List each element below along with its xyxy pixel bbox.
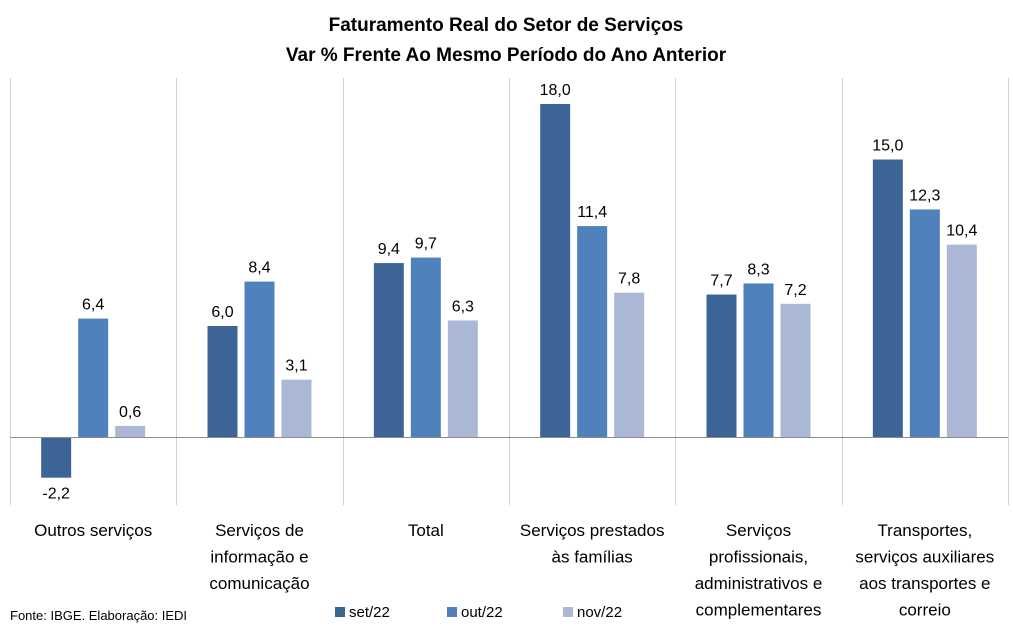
bar-out-22 xyxy=(743,283,774,437)
chart-title: Faturamento Real do Setor de Serviços xyxy=(329,15,684,36)
legend-swatch xyxy=(563,607,573,617)
bar-out-22 xyxy=(909,209,940,437)
category-label: Transportes, serviços auxiliares aos trans… xyxy=(855,521,994,620)
bar-set-22 xyxy=(207,326,238,437)
data-label: 11,4 xyxy=(577,204,607,221)
bar-set-22 xyxy=(540,104,571,437)
data-label: 7,2 xyxy=(784,282,806,299)
data-label: 10,4 xyxy=(946,223,977,240)
bar-nov-22 xyxy=(447,320,478,437)
data-label: 6,3 xyxy=(452,298,474,315)
legend-label: set/22 xyxy=(349,604,390,621)
data-label: 8,4 xyxy=(248,260,270,277)
data-label: 3,1 xyxy=(285,358,307,375)
bar-set-22 xyxy=(373,263,404,437)
category-labels: Outros serviços Serviços de informação e co… xyxy=(34,521,994,620)
chart-subtitle: Var % Frente Ao Mesmo Período do Ano Ant… xyxy=(286,45,727,66)
bar-nov-22 xyxy=(614,292,645,437)
plot-area: -2,2 6,0 9,4 18,0 7,7 15,0 6,4 8,4 9,7 11,4 8,3 12,… xyxy=(10,78,1009,505)
bar-set-22 xyxy=(41,437,72,478)
category-label: Total xyxy=(408,521,444,540)
data-label: 9,4 xyxy=(378,241,400,258)
legend-swatch xyxy=(335,607,345,617)
category-label: Serviços de informação e comunicação xyxy=(209,521,309,593)
data-label: 6,0 xyxy=(211,304,233,321)
data-label: 9,7 xyxy=(415,236,437,253)
category-label: Serviços prestados às famílias xyxy=(520,521,665,567)
bar-out-22 xyxy=(244,281,275,437)
bar-out-22 xyxy=(577,226,608,437)
bar-set-22 xyxy=(706,294,737,437)
data-label: 8,3 xyxy=(747,261,769,278)
data-label: 15,0 xyxy=(872,138,903,155)
legend-label: nov/22 xyxy=(577,604,622,621)
bar-nov-22 xyxy=(281,379,312,437)
data-label: -2,2 xyxy=(42,486,70,503)
category-label: Outros serviços xyxy=(34,521,152,540)
bar-nov-22 xyxy=(115,425,146,437)
bar-set-22 xyxy=(872,159,903,437)
data-label: 6,4 xyxy=(82,297,104,314)
data-label: 18,0 xyxy=(540,82,571,99)
data-label: 12,3 xyxy=(909,187,940,204)
legend-swatch xyxy=(447,607,457,617)
data-label: 0,6 xyxy=(119,404,141,421)
legend: set/22 out/22 nov/22 xyxy=(335,604,622,621)
data-label: 7,8 xyxy=(618,271,640,288)
data-label: 7,7 xyxy=(710,273,732,290)
source-note: Fonte: IBGE. Elaboração: IEDI xyxy=(10,608,187,623)
bar-out-22 xyxy=(78,318,109,437)
bar-out-22 xyxy=(410,257,441,437)
bar-nov-22 xyxy=(780,303,811,437)
legend-label: out/22 xyxy=(461,604,503,621)
bar-nov-22 xyxy=(946,244,977,437)
